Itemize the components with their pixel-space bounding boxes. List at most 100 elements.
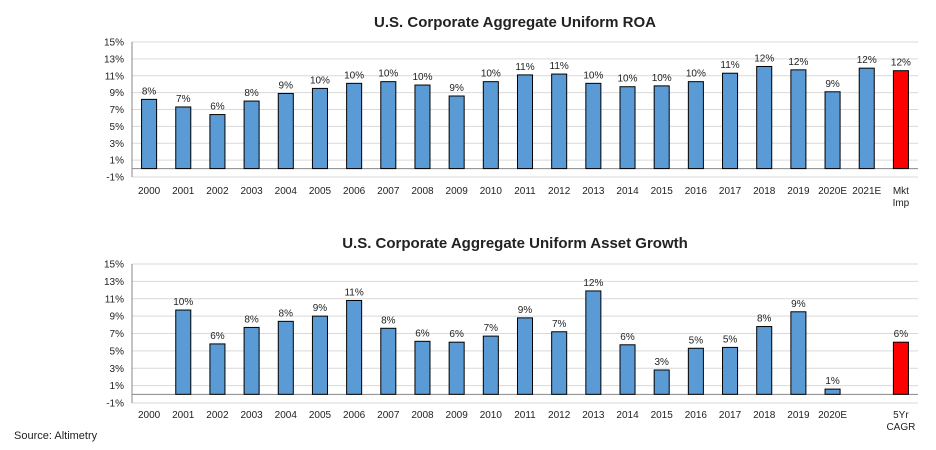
chart1-bar [209, 114, 226, 170]
chart2-y-tick-label: 9% [110, 312, 125, 323]
chart1-data-label: 11% [550, 61, 569, 72]
chart1-data-label: 10% [686, 69, 706, 80]
chart1-bar [482, 81, 499, 170]
chart1-bar [551, 73, 568, 170]
chart2-data-label: 6% [620, 332, 635, 343]
chart1-data-label: 12% [891, 58, 911, 69]
chart2-y-tick-label: 5% [110, 346, 125, 357]
chart2-bar [551, 331, 568, 395]
chart1-x-tick-label: 2003 [240, 186, 263, 197]
chart2-bar [824, 388, 841, 395]
chart2-bar [243, 326, 260, 395]
chart1-bar [277, 92, 294, 170]
chart2-data-label: 5% [689, 335, 704, 346]
chart1-data-label: 9% [825, 79, 840, 90]
chart2-data-label: 7% [484, 323, 499, 334]
chart2-bar [175, 309, 192, 395]
chart2-x-tick-label: 2001 [172, 410, 195, 421]
chart1-x-tick-label: 2011 [514, 186, 536, 197]
chart2-data-label: 6% [210, 331, 225, 342]
chart1-bar [516, 74, 534, 170]
chart1-bar [858, 67, 875, 170]
chart1-data-label: 9% [449, 83, 464, 94]
chart1-bar [346, 82, 363, 170]
chart2-bar [687, 347, 704, 395]
chart1-data-label: 12% [788, 57, 808, 68]
chart2-data-label: 9% [791, 299, 806, 310]
chart2-x-tick-label: 2016 [685, 410, 708, 421]
chart1-x-tick-label: 2020E [818, 186, 847, 197]
chart2-bar [722, 346, 739, 395]
chart2-x-tick-label: 2017 [719, 410, 742, 421]
chart1-x-tick-label: 2014 [616, 186, 639, 197]
chart2-data-label: 3% [654, 357, 669, 368]
chart1-data-label: 11% [515, 62, 534, 73]
chart2-title: U.S. Corporate Aggregate Uniform Asset G… [342, 235, 688, 252]
chart2-bar [380, 327, 397, 395]
chart2-data-label: 5% [723, 334, 738, 345]
chart1-bar [722, 72, 739, 170]
chart1-bar [175, 106, 192, 170]
chart2-x-tick-label: 2003 [240, 410, 263, 421]
chart1-data-label: 10% [652, 73, 672, 84]
chart1-x-tick-label: 2019 [787, 186, 810, 197]
chart2-data-label: 12% [583, 278, 603, 289]
chart2-bar [892, 341, 909, 395]
chart2-data-label: 6% [415, 328, 430, 339]
chart1-data-label: 9% [279, 80, 294, 91]
chart1-bar [585, 82, 602, 170]
chart2-x-tick-label: 2018 [753, 410, 776, 421]
chart1-bar [619, 86, 636, 170]
chart2-x-tick-label: 5Yr [893, 410, 909, 421]
chart2-x-tick-label: 2014 [616, 410, 639, 421]
chart1-y-tick-label: 7% [110, 105, 125, 116]
chart2-x-tick-label: 2011 [514, 410, 536, 421]
chart2-bar [619, 344, 636, 395]
chart2-data-label: 1% [825, 376, 840, 387]
chart2-bar [448, 341, 465, 395]
chart1-x-tick-label: 2016 [685, 186, 708, 197]
chart2-x-tick-label: 2000 [138, 410, 161, 421]
chart1-bar [380, 81, 397, 170]
chart2-x-tick-label: 2013 [582, 410, 605, 421]
chart1-x-tick-label: 2007 [377, 186, 400, 197]
chart1-y-tick-label: 11% [105, 71, 124, 82]
chart1-x-tick-label: 2000 [138, 186, 161, 197]
chart1-data-label: 10% [310, 75, 330, 86]
chart2-bar [414, 340, 431, 395]
chart1-y-tick-label: -1% [106, 173, 124, 184]
chart2-bar [346, 299, 363, 395]
chart2-x-tick-label: 2007 [377, 410, 400, 421]
chart1-data-label: 12% [857, 55, 877, 66]
chart1-y-tick-label: 15% [104, 38, 124, 49]
chart1-data-label: 10% [583, 70, 603, 81]
chart2-y-tick-label: 11% [105, 294, 124, 305]
chart2-data-label: 8% [279, 308, 294, 319]
chart1-bar [141, 98, 158, 170]
chart2-x-tick-label: 2020E [818, 410, 847, 421]
chart2-x-tick-label: 2002 [206, 410, 229, 421]
chart2-data-label: 8% [244, 314, 259, 325]
chart1-y-tick-label: 9% [110, 88, 125, 99]
chart1-x-tick-label: 2001 [172, 186, 195, 197]
chart1-x-tick-label: 2017 [719, 186, 742, 197]
chart1-x-tick-label: 2006 [343, 186, 366, 197]
chart2-y-tick-label: 7% [110, 329, 125, 340]
chart1-title: U.S. Corporate Aggregate Uniform ROA [374, 14, 656, 31]
chart1-data-label: 8% [244, 88, 259, 99]
chart1-bar [653, 85, 670, 170]
chart2-bar [790, 311, 807, 395]
chart1-x-tick-label: 2004 [275, 186, 298, 197]
chart2-x-tick-label: 2006 [343, 410, 366, 421]
chart1-x-tick-label: Mkt [893, 186, 909, 197]
chart2-data-label: 10% [173, 297, 193, 308]
chart1-data-label: 10% [412, 72, 432, 83]
chart2-y-tick-label: 13% [104, 277, 124, 288]
chart1-bar [311, 87, 328, 170]
chart2-bar [653, 369, 670, 395]
chart2-x-tick-label: 2005 [309, 410, 332, 421]
chart1-data-label: 10% [618, 74, 638, 85]
chart2-x-tick-label: 2010 [480, 410, 503, 421]
chart2-data-label: 6% [894, 329, 909, 340]
chart1-x-tick-label: Imp [893, 198, 910, 209]
